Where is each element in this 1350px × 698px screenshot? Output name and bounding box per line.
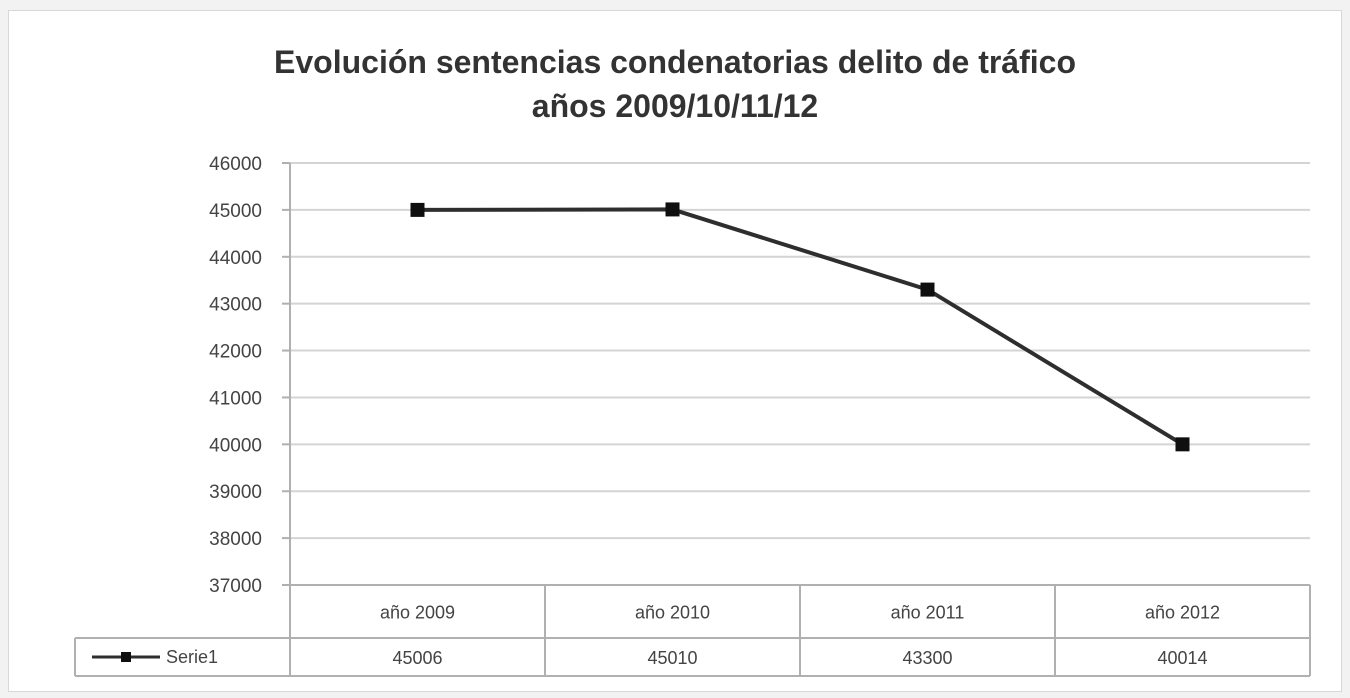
y-tick-label: 38000 [209,529,262,550]
series-line [417,207,1184,447]
data-table: año 2009 año 2010 año 2011 año 2012 Serie1 45… [74,584,1311,677]
table-value-cell: 45006 [392,648,442,668]
data-point-marker [410,202,425,217]
y-tick-label: 40000 [209,435,262,456]
axes [282,162,291,676]
y-tick-label: 46000 [209,154,262,175]
table-value-cell: 40014 [1157,648,1207,668]
chart-title-line-1: Evolución sentencias condenatorias delit… [274,44,1076,80]
x-category-label: año 2012 [1145,603,1220,623]
y-tick-label: 42000 [209,342,262,363]
chart-title: Evolución sentencias condenatorias delit… [0,40,1350,128]
y-axis-ticks: 46000 45000 44000 43000 42000 41000 40000 39000… [209,154,262,597]
y-tick-label: 41000 [209,388,262,409]
data-point-marker [920,282,935,297]
y-tick-label: 43000 [209,295,262,316]
x-category-label: año 2011 [891,603,965,623]
y-tick-label: 44000 [209,248,262,269]
legend-series-name: Serie1 [166,647,218,667]
series-serie1 [410,202,1190,452]
x-category-label: año 2010 [635,603,710,623]
chart-title-line-2: años 2009/10/11/12 [531,88,819,124]
data-point-marker [665,202,680,217]
y-tick-label: 37000 [209,576,262,597]
x-category-label: año 2009 [380,603,455,623]
legend-marker-swatch [121,652,131,662]
y-tick-label: 45000 [209,201,262,222]
table-value-cell: 45010 [647,648,697,668]
data-point-marker [1175,437,1190,452]
gridlines [290,162,1310,586]
y-tick-label: 39000 [209,482,262,503]
table-value-cell: 43300 [902,648,952,668]
